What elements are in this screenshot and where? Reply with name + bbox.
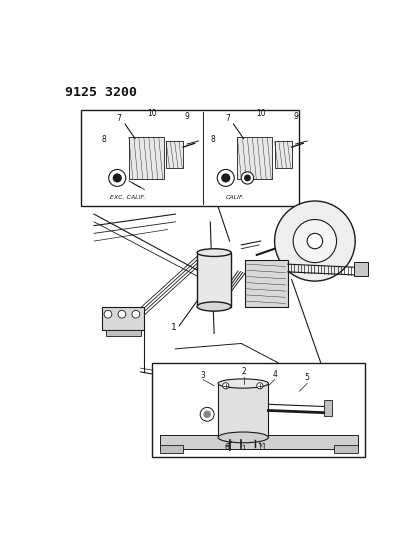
Text: 4: 4 bbox=[272, 369, 277, 378]
Circle shape bbox=[113, 174, 121, 182]
Text: 7: 7 bbox=[116, 114, 121, 123]
Bar bbox=[197, 253, 231, 306]
Text: EXC. CALIF.: EXC. CALIF. bbox=[109, 195, 145, 200]
Bar bbox=[152, 363, 365, 457]
Ellipse shape bbox=[218, 379, 268, 388]
Circle shape bbox=[293, 220, 337, 263]
Bar bbox=[275, 141, 292, 168]
Bar bbox=[160, 435, 358, 449]
Bar bbox=[218, 384, 268, 438]
Text: 11: 11 bbox=[257, 443, 267, 453]
Text: 7: 7 bbox=[225, 114, 230, 123]
Text: 3: 3 bbox=[201, 371, 206, 380]
Text: 1: 1 bbox=[171, 324, 177, 333]
Ellipse shape bbox=[197, 302, 231, 311]
Circle shape bbox=[217, 169, 234, 187]
Bar bbox=[106, 329, 141, 336]
Circle shape bbox=[132, 310, 140, 318]
Text: 8: 8 bbox=[210, 135, 215, 144]
Ellipse shape bbox=[218, 432, 268, 443]
Text: 1: 1 bbox=[241, 446, 246, 451]
Circle shape bbox=[222, 174, 230, 182]
Bar bbox=[334, 445, 358, 453]
Circle shape bbox=[109, 169, 126, 187]
Text: 9125 3200: 9125 3200 bbox=[65, 85, 137, 99]
Bar bbox=[102, 306, 144, 329]
Text: 2: 2 bbox=[241, 367, 246, 376]
Circle shape bbox=[118, 310, 126, 318]
Text: 10: 10 bbox=[147, 109, 157, 118]
Bar bbox=[160, 445, 183, 453]
Bar bbox=[324, 400, 332, 416]
Text: 5: 5 bbox=[305, 373, 309, 382]
Circle shape bbox=[241, 172, 254, 184]
Circle shape bbox=[245, 175, 250, 181]
Bar bbox=[81, 110, 299, 206]
Text: 6: 6 bbox=[225, 443, 230, 453]
Circle shape bbox=[307, 233, 323, 249]
Bar bbox=[166, 141, 183, 168]
Bar bbox=[238, 137, 272, 180]
Bar bbox=[245, 260, 288, 306]
Ellipse shape bbox=[197, 249, 231, 256]
Text: 8: 8 bbox=[102, 135, 106, 144]
Bar bbox=[129, 137, 164, 180]
Circle shape bbox=[223, 383, 229, 389]
Circle shape bbox=[204, 411, 210, 417]
Circle shape bbox=[104, 310, 112, 318]
Text: 10: 10 bbox=[256, 109, 266, 118]
Bar bbox=[353, 262, 367, 276]
Circle shape bbox=[257, 383, 263, 389]
Text: 9: 9 bbox=[293, 112, 298, 122]
Circle shape bbox=[200, 407, 214, 421]
Circle shape bbox=[275, 201, 355, 281]
Text: CALIF.: CALIF. bbox=[226, 195, 245, 200]
Text: 9: 9 bbox=[185, 112, 189, 122]
